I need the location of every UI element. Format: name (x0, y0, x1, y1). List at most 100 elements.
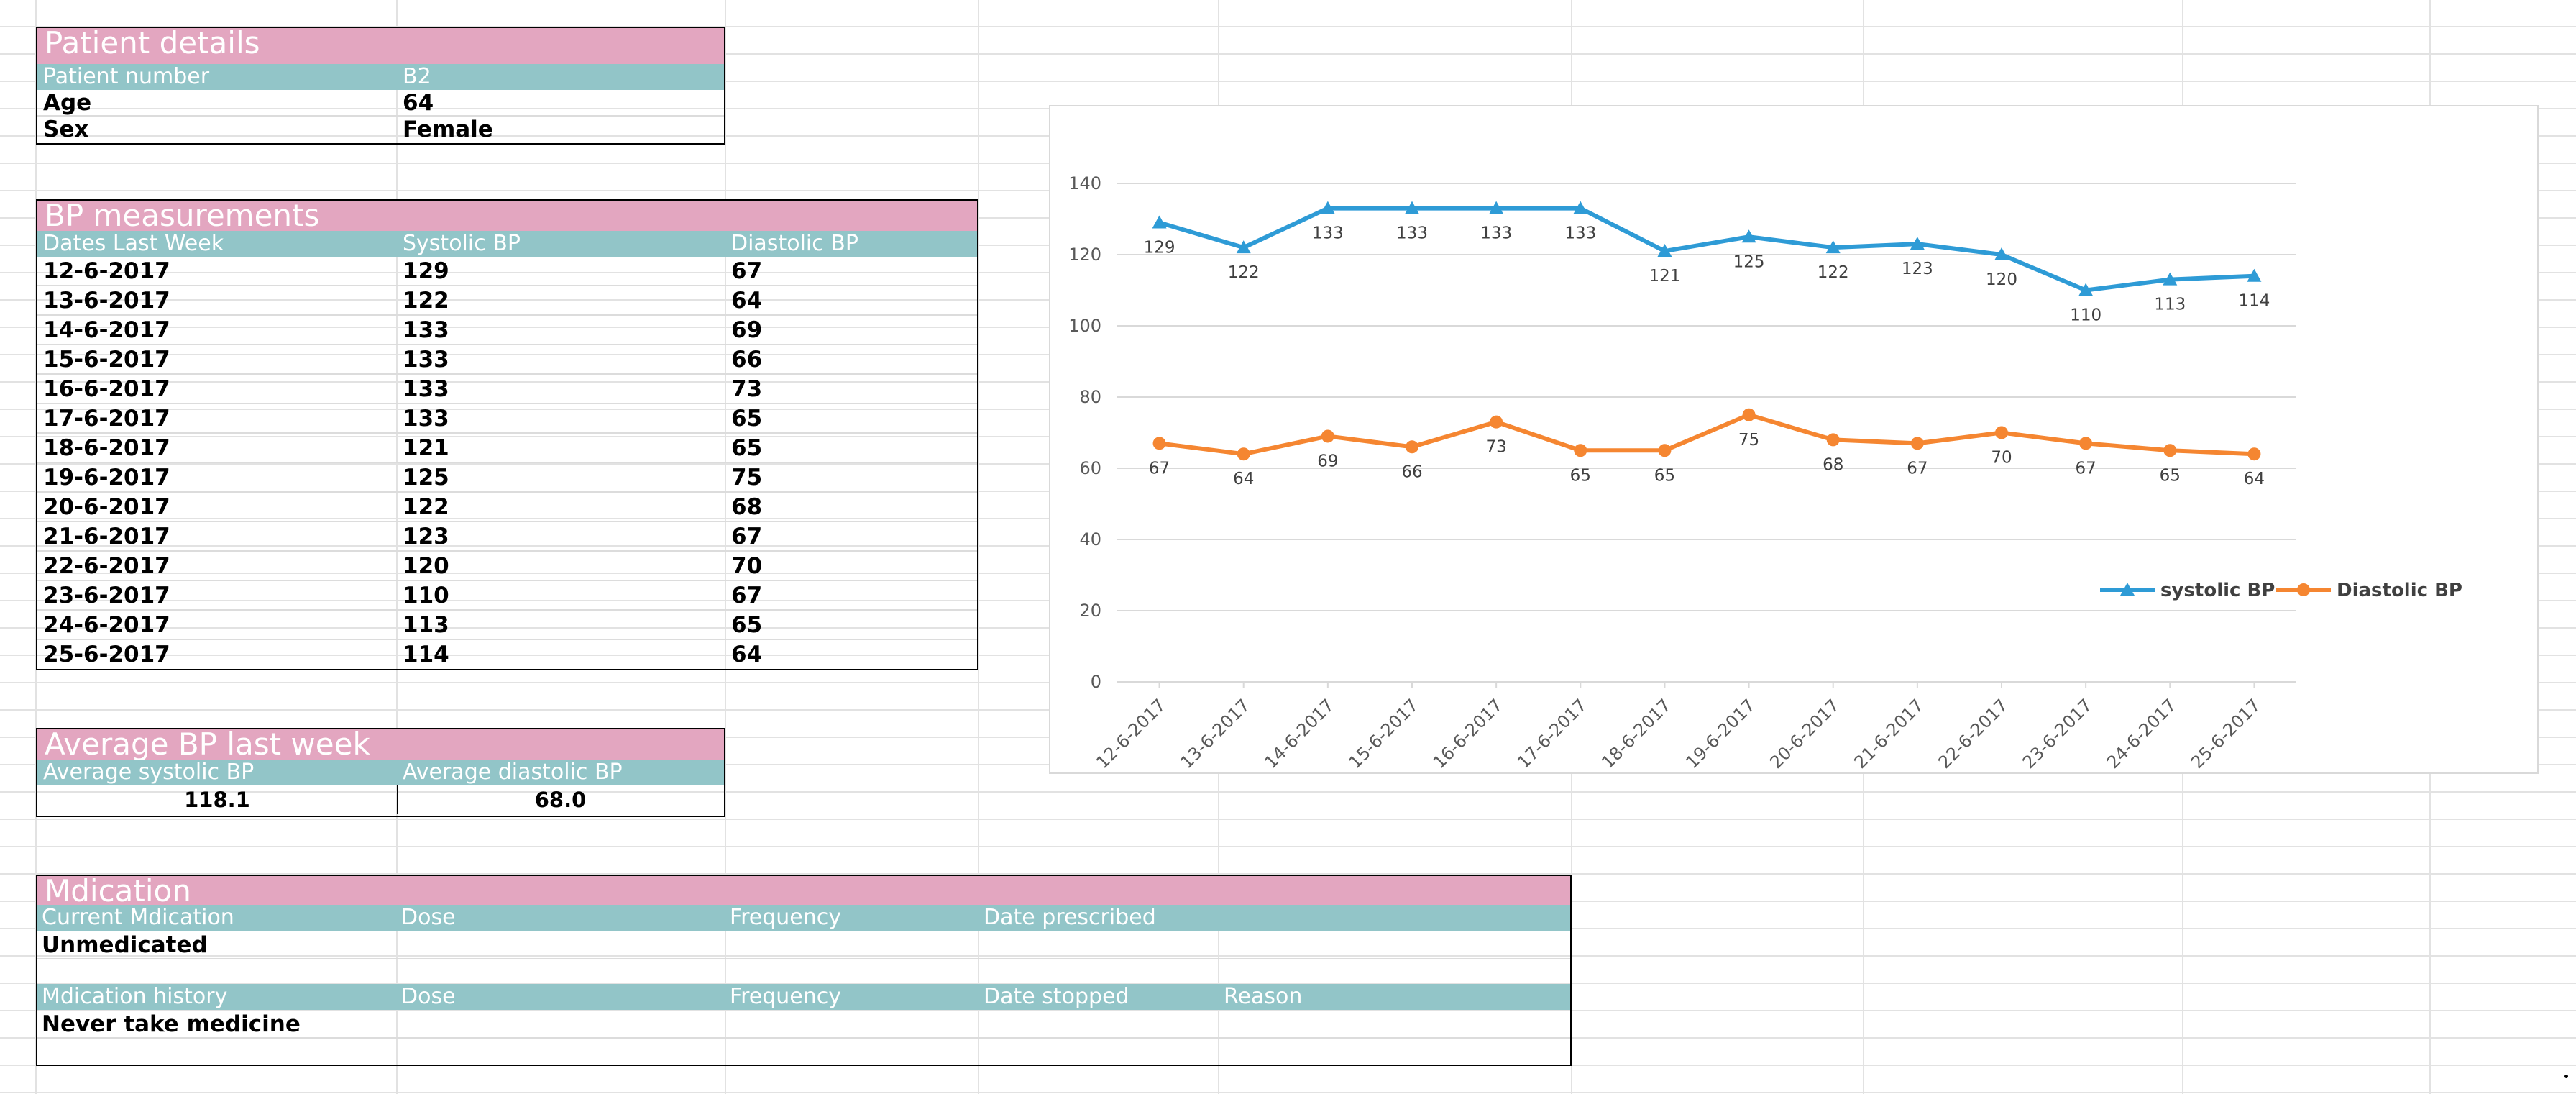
diastolic-data-label: 67 (1907, 459, 1928, 478)
patient-number-value: B2 (403, 64, 431, 89)
patient-details-table: Patient details Patient number B2 Age 64… (36, 27, 725, 145)
systolic-point (2163, 272, 2178, 286)
diastolic-data-label: 73 (1486, 438, 1507, 457)
bp-date-cell: 16-6-2017 (43, 376, 170, 402)
medication-body: Current Mdication Dose Frequency Date pr… (36, 905, 1572, 1066)
bp-date-cell: 18-6-2017 (43, 435, 170, 461)
medication-history-header: Mdication history Dose Frequency Date st… (37, 984, 1570, 1010)
bp-row[interactable]: 16-6-2017 133 73 (37, 375, 977, 404)
bp-systolic-cell: 133 (403, 317, 449, 343)
patient-row-age[interactable]: Age 64 (37, 90, 724, 117)
diastolic-point (1995, 426, 2008, 439)
header-dates[interactable]: Dates Last Week (43, 231, 224, 256)
y-tick-label: 100 (1068, 316, 1101, 336)
x-tick-label: 19-6-2017 (1682, 695, 1759, 772)
bp-diastolic-cell: 68 (731, 494, 763, 520)
history-medication-col[interactable]: Mdication history (42, 984, 228, 1009)
average-bp-table: Average BP last week Average systolic BP… (36, 728, 725, 817)
bp-row[interactable]: 19-6-2017 125 75 (37, 463, 977, 493)
average-systolic-header[interactable]: Average systolic BP (43, 760, 255, 785)
bp-row[interactable]: 20-6-2017 122 68 (37, 493, 977, 522)
history-dose-col[interactable]: Dose (401, 984, 456, 1009)
sex-value: Female (403, 117, 493, 142)
bp-row[interactable]: 24-6-2017 113 65 (37, 611, 977, 640)
bp-row[interactable]: 22-6-2017 120 70 (37, 552, 977, 581)
bp-systolic-cell: 125 (403, 465, 449, 491)
x-tick-label: 18-6-2017 (1598, 695, 1675, 772)
x-tick-label: 25-6-2017 (2187, 695, 2265, 772)
bp-row[interactable]: 21-6-2017 123 67 (37, 522, 977, 552)
current-date-prescribed-col[interactable]: Date prescribed (984, 905, 1156, 930)
history-date-stopped-col[interactable]: Date stopped (984, 984, 1129, 1009)
diastolic-data-label: 67 (2076, 459, 2096, 478)
diastolic-data-label: 65 (1654, 466, 1675, 485)
systolic-point (1825, 240, 1841, 254)
bp-date-cell: 23-6-2017 (43, 583, 170, 608)
systolic-point (1236, 240, 1251, 254)
sex-label: Sex (43, 117, 89, 142)
systolic-point (1910, 237, 1925, 250)
bp-diastolic-cell: 64 (731, 642, 763, 667)
patient-row-sex[interactable]: Sex Female (37, 117, 724, 143)
bp-row[interactable]: 18-6-2017 121 65 (37, 434, 977, 463)
systolic-point (1994, 247, 2009, 260)
systolic-line (1158, 206, 2255, 293)
bp-row[interactable]: 15-6-2017 133 66 (37, 345, 977, 375)
bp-diastolic-cell: 67 (731, 524, 763, 550)
y-tick-label: 120 (1068, 245, 1101, 265)
age-value: 64 (403, 90, 434, 116)
diastolic-point (1910, 437, 1924, 450)
average-diastolic-header[interactable]: Average diastolic BP (403, 760, 623, 785)
diastolic-data-label: 68 (1823, 455, 1843, 474)
medication-table: Mdication Current Mdication Dose Frequen… (36, 875, 1572, 1066)
systolic-point (1320, 201, 1335, 214)
systolic-point (1405, 201, 1419, 214)
stray-dot (2564, 1075, 2568, 1078)
current-frequency-col[interactable]: Frequency (730, 905, 841, 930)
bp-diastolic-cell: 65 (731, 435, 763, 461)
bp-systolic-cell: 114 (403, 642, 449, 667)
bp-diastolic-cell: 67 (731, 258, 763, 284)
x-tick-label: 24-6-2017 (2103, 695, 2181, 772)
age-label: Age (43, 90, 92, 116)
x-tick-label: 20-6-2017 (1766, 695, 1843, 772)
header-systolic[interactable]: Systolic BP (403, 231, 521, 256)
systolic-data-label: 121 (1649, 267, 1680, 286)
bp-row[interactable]: 14-6-2017 133 69 (37, 316, 977, 345)
bp-date-cell: 17-6-2017 (43, 406, 170, 432)
diastolic-data-label: 75 (1738, 431, 1759, 450)
medication-history-row[interactable]: Never take medicine (37, 1010, 1570, 1039)
history-frequency-col[interactable]: Frequency (730, 984, 841, 1009)
patient-number-header[interactable]: Patient number B2 (36, 64, 725, 90)
current-medication-col[interactable]: Current Mdication (42, 905, 234, 930)
diastolic-data-label: 67 (1149, 459, 1170, 478)
current-medication-row[interactable]: Unmedicated (37, 931, 1570, 959)
bp-systolic-cell: 120 (403, 553, 449, 579)
bp-row[interactable]: 12-6-2017 129 67 (37, 257, 977, 286)
bp-row[interactable]: 13-6-2017 122 64 (37, 286, 977, 316)
bp-row[interactable]: 23-6-2017 110 67 (37, 581, 977, 611)
systolic-point (1489, 201, 1504, 214)
diastolic-point (1742, 408, 1756, 421)
bp-systolic-cell: 110 (403, 583, 449, 608)
bp-row[interactable]: 25-6-2017 114 64 (37, 640, 977, 670)
bp-row[interactable]: 17-6-2017 133 65 (37, 404, 977, 434)
systolic-data-label: 114 (2238, 292, 2270, 311)
bp-systolic-cell: 123 (403, 524, 449, 550)
bp-diastolic-cell: 70 (731, 553, 763, 579)
systolic-data-label: 133 (1480, 224, 1512, 243)
diastolic-point (1574, 444, 1587, 457)
average-systolic-value[interactable]: 118.1 (37, 785, 398, 814)
average-diastolic-value[interactable]: 68.0 (534, 788, 587, 812)
diastolic-data-label: 65 (1570, 466, 1591, 485)
diastolic-point (1490, 415, 1503, 429)
bp-chart[interactable]: 0 20 40 60 80 100 120 140 12-6-2017 13-6-2017 14-6… (1049, 105, 2539, 774)
systolic-data-label: 133 (1396, 224, 1428, 243)
history-reason-col[interactable]: Reason (1224, 984, 1303, 1009)
current-dose-col[interactable]: Dose (401, 905, 456, 930)
x-tick-label: 17-6-2017 (1513, 695, 1591, 772)
header-diastolic[interactable]: Diastolic BP (731, 231, 858, 256)
systolic-point (1573, 201, 1588, 214)
bp-diastolic-cell: 65 (731, 406, 763, 432)
average-values-row: 118.1 68.0 (36, 785, 725, 817)
